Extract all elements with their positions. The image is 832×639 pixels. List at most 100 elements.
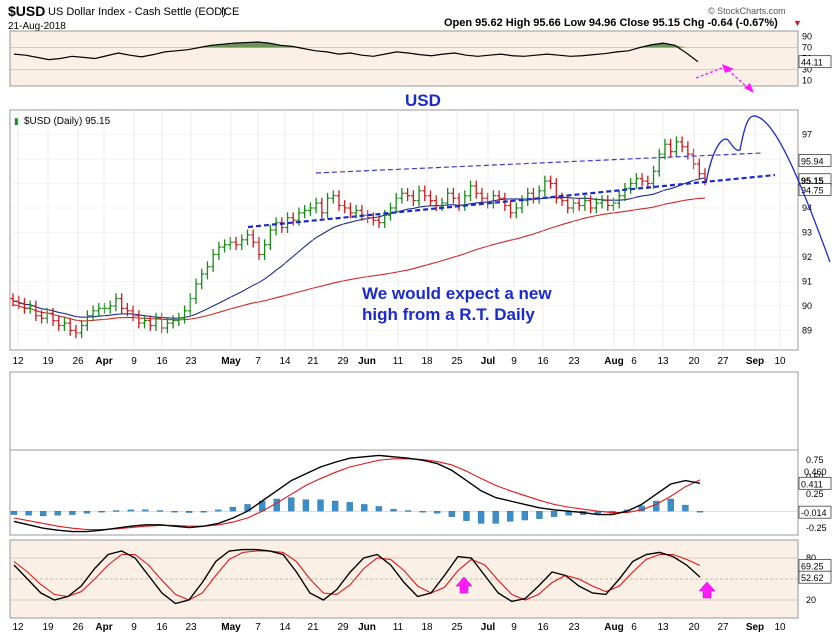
comment-line-2: high from a R.T. Daily	[362, 305, 535, 324]
macd-histogram-bar	[113, 510, 120, 512]
macd-histogram-bar	[288, 497, 295, 512]
ohlc-bar	[119, 293, 125, 314]
macd-histogram-bar	[507, 511, 514, 522]
rsi-tick-label: 70	[802, 43, 812, 53]
stoch-tick-label: 20	[806, 595, 816, 605]
stoch-last-box	[798, 570, 832, 584]
chart-date: 21-Aug-2018	[8, 21, 66, 32]
ohlc-bar	[210, 249, 216, 273]
ohlc-bar	[376, 214, 382, 229]
ohlc-bar	[285, 212, 291, 233]
macd-last-box	[798, 476, 832, 490]
rsi-frame	[9, 30, 799, 87]
x-tick-label: 20	[688, 622, 700, 633]
rsi-line	[13, 41, 699, 63]
channel-top-line	[315, 152, 763, 174]
price-tick-label: 90	[802, 301, 812, 311]
macd-histogram-bar	[448, 511, 456, 517]
x-tick-label: Sep	[746, 356, 764, 367]
x-tick-label: 23	[185, 622, 197, 633]
ohlc-bar	[44, 307, 50, 324]
rsi-tick-label: 10	[802, 76, 812, 86]
x-tick-label: 16	[156, 356, 168, 367]
ohlc-bar	[50, 307, 56, 326]
x-tick-label: Jul	[481, 622, 496, 633]
macd-histogram-bar	[346, 502, 353, 512]
macd-tick-label: 0.25	[806, 489, 824, 499]
rsi-panel: 103050709044.11	[9, 30, 832, 87]
macd-signal-line	[13, 458, 701, 531]
ohlc-bar	[622, 182, 628, 202]
ohlc-bar	[325, 192, 331, 219]
macd-histogram-bar	[83, 511, 91, 514]
ohlc-bar	[582, 195, 588, 211]
ohlc-bar	[250, 229, 256, 248]
ohlc-bar	[616, 190, 622, 209]
macd-histogram-bar	[696, 511, 704, 513]
x-tick-label: 9	[511, 622, 517, 633]
stoch-frame	[9, 539, 799, 619]
ohlc-bar	[479, 187, 485, 204]
ohlc-bar	[130, 305, 136, 322]
ohlc-bar	[290, 212, 296, 226]
stoch-last-label: 52.62	[801, 573, 824, 583]
macd-histogram-bar	[273, 498, 280, 512]
ohlc-bar	[347, 202, 353, 219]
price-last-box	[798, 154, 832, 167]
ohlc-bar	[267, 224, 273, 251]
macd-histogram-bar	[682, 504, 689, 512]
ohlc-bar	[61, 317, 67, 331]
x-tick-label: 7	[255, 622, 261, 633]
ohlc-bar	[593, 197, 599, 214]
x-tick-label: Jun	[358, 356, 376, 367]
x-tick-label: 19	[42, 622, 54, 633]
ohlc-bar	[319, 197, 325, 219]
macd-histogram-bar	[98, 511, 105, 513]
ohlc-bar	[399, 187, 405, 204]
macd-histogram-bar	[667, 498, 674, 512]
ohlc-bar	[216, 241, 222, 260]
ohlc-bar	[445, 187, 451, 209]
ohlc-bar	[473, 180, 479, 199]
magenta-up-arrow-icon	[698, 581, 716, 599]
x-tick-label: 23	[185, 356, 197, 367]
ohlc-bar	[633, 173, 639, 189]
price-last-label: 95.15	[801, 176, 824, 186]
ohlc-bar	[336, 190, 342, 211]
ohlc-bar	[27, 300, 33, 314]
ohlc-readout: Open 95.62 High 95.66 Low 94.96 Close 95…	[444, 17, 778, 29]
x-tick-label: 16	[537, 356, 549, 367]
price-last-box	[798, 183, 832, 196]
magenta-arrowhead-icon	[722, 64, 734, 73]
chg-down-icon: ▼	[793, 18, 802, 28]
price-tick-label: 92	[802, 252, 812, 262]
macd-histogram-bar	[127, 509, 134, 512]
x-tick-label: 29	[337, 356, 349, 367]
ohlc-bar	[273, 217, 279, 236]
ohlc-bar	[170, 315, 176, 329]
ohlc-bar	[56, 315, 62, 331]
ohlc-bar	[548, 175, 554, 189]
macd-histogram-bar	[40, 511, 47, 517]
usd-annotation: USD	[405, 91, 441, 110]
ohlc-bar	[262, 239, 268, 260]
macd-histogram-bar	[171, 511, 178, 513]
rsi-tick-label: 90	[802, 32, 812, 42]
ohlc-bar	[342, 200, 348, 214]
macd-tick-label: 0.75	[806, 455, 824, 465]
ohlc-bar	[176, 312, 182, 326]
macd-last-box	[798, 505, 832, 519]
x-tick-label: 12	[12, 622, 24, 633]
ohlc-bar	[193, 278, 199, 304]
ohlc-bar	[33, 300, 39, 322]
x-tick-label: 9	[511, 356, 517, 367]
macd-line	[13, 454, 701, 533]
x-tick-label: 16	[156, 622, 168, 633]
macd-histogram-bar	[434, 511, 441, 514]
ohlc-bar	[696, 158, 702, 180]
ohlc-bar	[679, 136, 685, 153]
ohlc-bar	[233, 236, 239, 251]
x-tick-label: 29	[337, 622, 349, 633]
chart-exchange: ICE	[221, 6, 239, 18]
